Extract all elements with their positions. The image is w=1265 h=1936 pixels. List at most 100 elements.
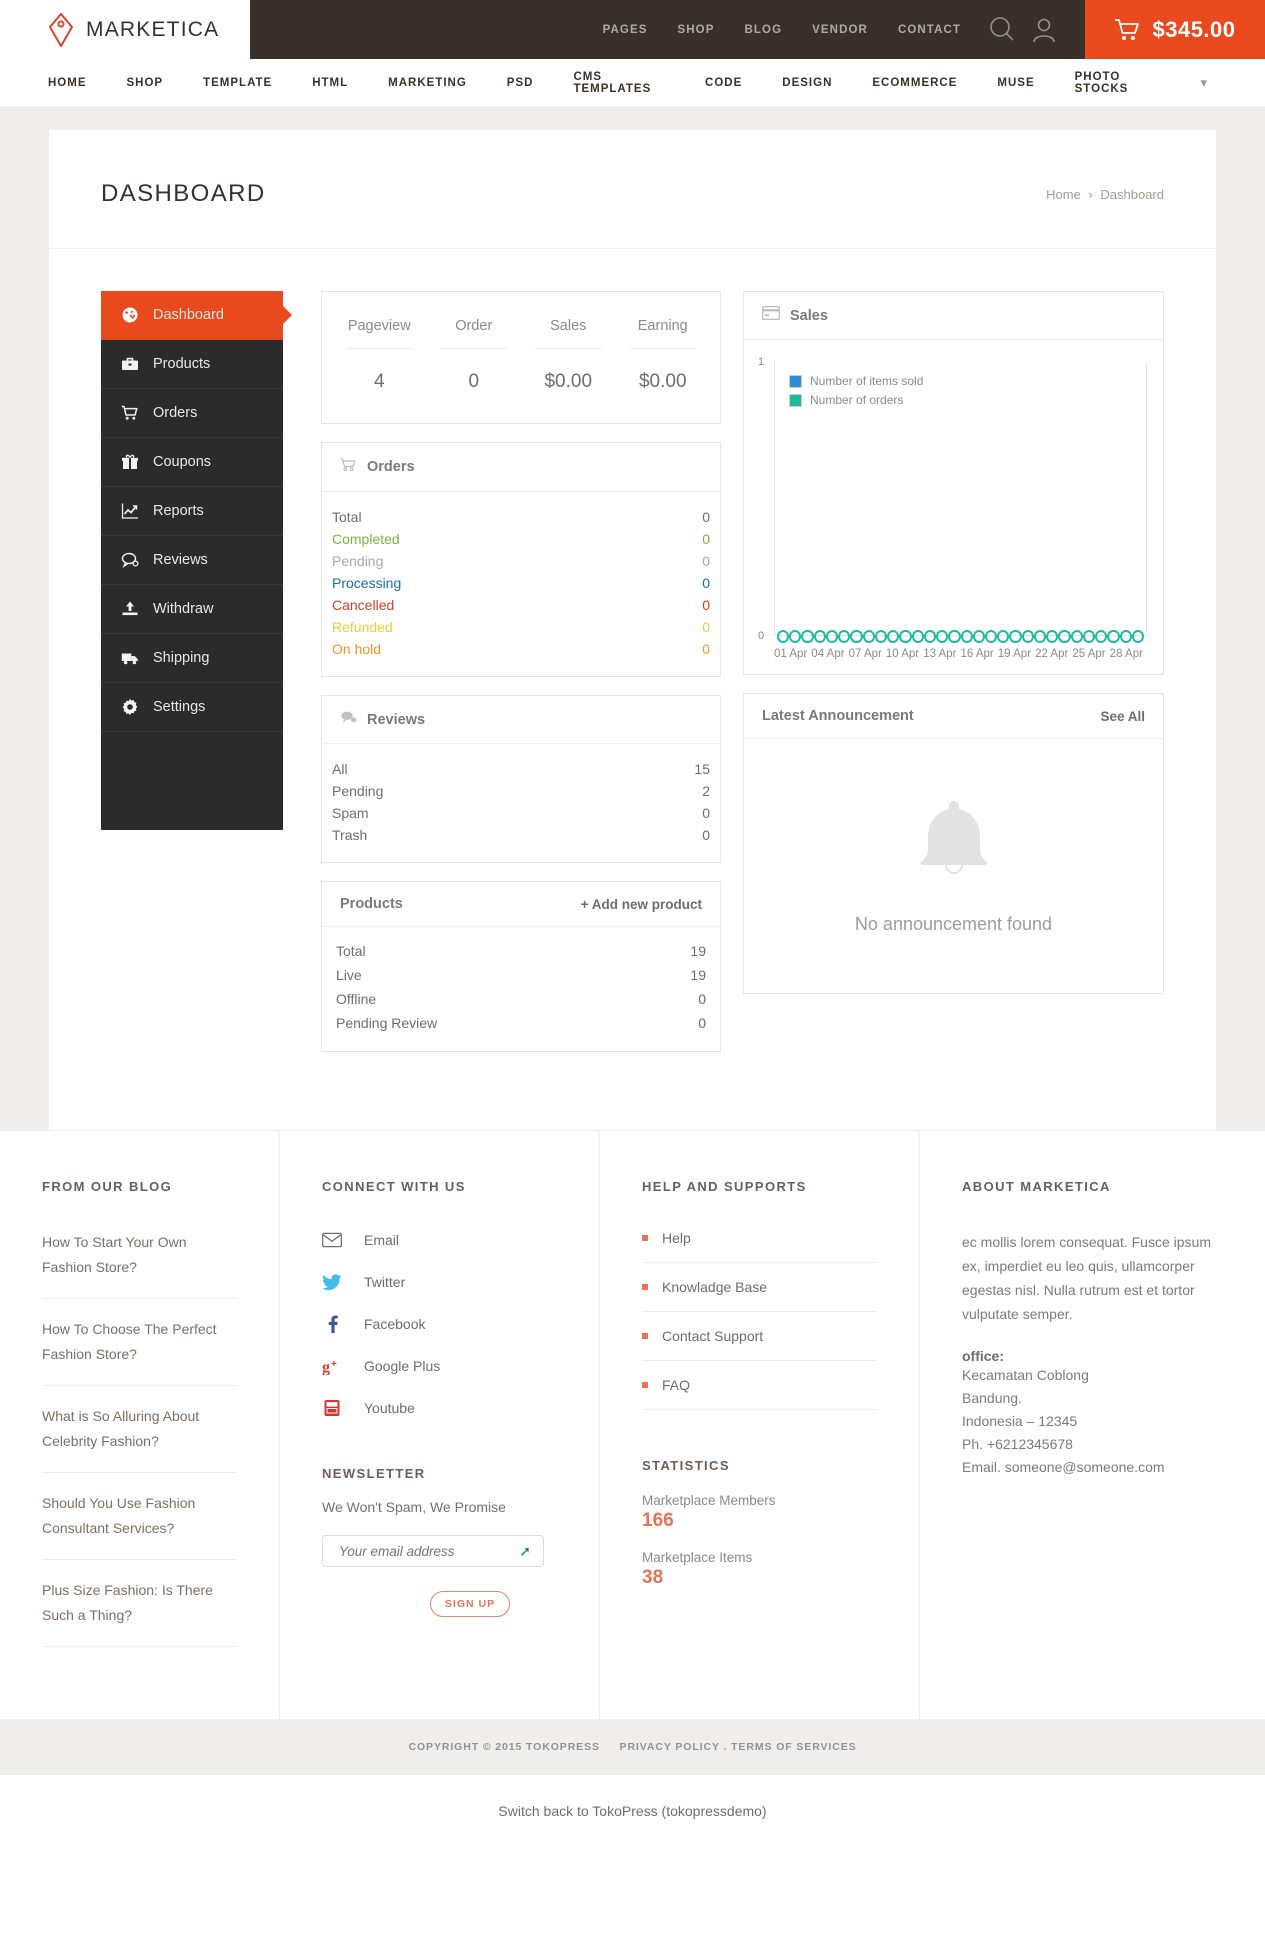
sidebar-item-reviews[interactable]: Reviews — [101, 536, 283, 585]
statistic-value: 38 — [642, 1567, 664, 1588]
main-nav-item-design[interactable]: DESIGN — [782, 77, 833, 89]
legal-links[interactable]: PRIVACY POLICY . TERMS OF SERVICES — [619, 1741, 857, 1753]
breadcrumb-home[interactable]: Home — [1046, 186, 1081, 202]
dashboard-column-middle: Pageview 4 Order 0 Sales — [321, 291, 721, 1070]
logo[interactable]: MARKETICA — [0, 0, 250, 59]
page-background: DASHBOARD Home › Dashboard Dashboard — [0, 108, 1265, 1130]
footer-heading-help: HELP AND SUPPORTS — [642, 1179, 807, 1194]
sidebar-item-settings[interactable]: Settings — [101, 683, 283, 732]
sidebar-item-dashboard[interactable]: Dashboard — [101, 291, 283, 340]
newsletter-signup-button[interactable]: SIGN UP — [430, 1591, 510, 1617]
chart-marker — [1107, 630, 1120, 643]
sidebar-item-withdraw[interactable]: Withdraw — [101, 585, 283, 634]
copyright-bar: COPYRIGHT © 2015 TOKOPRESS PRIVACY POLIC… — [0, 1719, 1265, 1775]
sidebar-item-shipping[interactable]: Shipping — [101, 634, 283, 683]
row-label: Pending — [332, 783, 384, 799]
row-label: Spam — [332, 805, 369, 821]
social-label: Google Plus — [364, 1358, 441, 1374]
bullet-icon — [642, 1382, 648, 1388]
newsletter-email-input[interactable] — [323, 1543, 503, 1559]
social-link-twitter[interactable]: Twitter — [322, 1272, 557, 1292]
gear-icon — [121, 698, 139, 716]
dashboard-columns: Pageview 4 Order 0 Sales — [283, 291, 1164, 1070]
cart-icon — [121, 404, 139, 422]
top-nav-item[interactable]: SHOP — [677, 23, 715, 36]
panel-title: Products — [340, 896, 403, 912]
main-nav-item-html[interactable]: HTML — [312, 77, 349, 89]
svg-text:+: + — [331, 1359, 337, 1370]
top-nav-item[interactable]: CONTACT — [897, 23, 961, 36]
main-nav-item-shop[interactable]: SHOP — [126, 77, 164, 89]
main-nav-item-template[interactable]: TEMPLATE — [203, 77, 273, 89]
main-nav-item-psd[interactable]: PSD — [506, 77, 534, 89]
add-new-product-link[interactable]: + Add new product — [580, 896, 702, 912]
youtube-icon — [322, 1398, 342, 1418]
main-nav-item-marketing[interactable]: MARKETING — [388, 77, 467, 89]
panel-title: Reviews — [367, 711, 426, 728]
main-nav-item-photo-stocks[interactable]: PHOTO STOCKS — [1074, 71, 1129, 95]
social-link-youtube[interactable]: Youtube — [322, 1398, 557, 1418]
stat-label: Earning — [637, 318, 688, 334]
x-axis-tick-labels: 01 Apr 04 Apr 07 Apr 10 Apr 13 Apr 16 Apr 19 A… — [774, 648, 1147, 660]
help-link-help[interactable]: Help — [642, 1230, 877, 1263]
x-axis-tick: 22 Apr — [1035, 648, 1069, 660]
chart-marker — [887, 630, 900, 643]
help-link-knowledge-base[interactable]: Knowladge Base — [642, 1279, 877, 1312]
facebook-icon — [322, 1314, 342, 1334]
blog-post-link[interactable]: Should You Use Fashion Consultant Servic… — [42, 1491, 237, 1560]
main-nav-item-ecommerce[interactable]: ECOMMERCE — [872, 77, 958, 89]
sidebar-item-coupons[interactable]: Coupons — [101, 438, 283, 487]
site-footer: FROM OUR BLOG How To Start Your Own Fash… — [0, 1130, 1265, 1719]
chart-marker — [936, 630, 949, 643]
sidebar-item-reports[interactable]: Reports — [101, 487, 283, 536]
orders-row-refunded: Refunded 0 — [332, 616, 710, 638]
blog-post-link[interactable]: How To Choose The Perfect Fashion Store? — [42, 1317, 237, 1386]
social-link-email[interactable]: Email — [322, 1230, 557, 1250]
main-nav-item-muse[interactable]: MUSE — [997, 77, 1035, 89]
blog-post-link[interactable]: How To Start Your Own Fashion Store? — [42, 1230, 237, 1299]
comment-icon — [121, 551, 139, 569]
top-nav-item[interactable]: VENDOR — [812, 23, 868, 36]
row-label: All — [332, 761, 348, 777]
sidebar-item-orders[interactable]: Orders — [101, 389, 283, 438]
main-nav-item-cms-templates[interactable]: CMS TEMPLATES — [573, 71, 652, 95]
row-value: 0 — [702, 619, 710, 635]
send-arrow-icon[interactable]: ➚ — [519, 1542, 531, 1559]
stat-pageview: Pageview 4 — [332, 318, 427, 393]
x-axis-tick: 10 Apr — [885, 648, 920, 660]
newsletter-input-wrapper[interactable]: ➚ — [322, 1535, 544, 1567]
main-nav-item-code[interactable]: CODE — [705, 77, 743, 89]
blog-post-link[interactable]: Plus Size Fashion: Is There Such a Thing… — [42, 1578, 237, 1647]
main-nav: HOME SHOP TEMPLATE HTML MARKETING PSD CM… — [0, 59, 1265, 108]
chevron-down-icon[interactable]: ▾ — [1200, 75, 1207, 90]
cart-button[interactable]: $345.00 — [1085, 0, 1265, 59]
top-nav-item[interactable]: BLOG — [744, 23, 783, 36]
social-link-google-plus[interactable]: g + Google Plus — [322, 1356, 557, 1376]
dashboard-column-right: Sales 1 0 — [743, 291, 1164, 1070]
divider — [535, 348, 602, 349]
products-panel-header: Products + Add new product — [322, 882, 720, 927]
statistic-value: 166 — [642, 1510, 674, 1531]
help-label: Help — [662, 1230, 691, 1246]
see-all-link[interactable]: See All — [1100, 708, 1145, 724]
user-account-icon[interactable] — [1027, 13, 1061, 47]
stat-label: Pageview — [347, 318, 411, 334]
help-link-faq[interactable]: FAQ — [642, 1377, 877, 1410]
top-nav-item[interactable]: PAGES — [602, 23, 648, 36]
blog-post-link[interactable]: What is So Alluring About Celebrity Fash… — [42, 1404, 237, 1473]
row-label: Trash — [332, 827, 368, 843]
google-plus-icon: g + — [322, 1356, 342, 1376]
search-icon[interactable] — [985, 13, 1019, 47]
stat-label: Sales — [550, 318, 587, 334]
about-text: ec mollis lorem consequat. Fusce ipsum e… — [962, 1234, 1211, 1322]
switch-back-link[interactable]: Switch back to TokoPress (tokopressdemo) — [498, 1803, 767, 1819]
social-link-facebook[interactable]: Facebook — [322, 1314, 557, 1334]
products-row-pending-review: Pending Review 0 — [336, 1011, 706, 1035]
about-email-line: Email. someone@someone.com — [962, 1459, 1165, 1475]
help-link-contact-support[interactable]: Contact Support — [642, 1328, 877, 1361]
main-nav-item-home[interactable]: HOME — [48, 77, 87, 89]
sidebar-item-products[interactable]: Products — [101, 340, 283, 389]
cart-total: $345.00 — [1152, 16, 1236, 42]
announcement-panel: Latest Announcement See All — [743, 693, 1164, 994]
about-phone-line: Ph. +6212345678 — [962, 1436, 1073, 1452]
